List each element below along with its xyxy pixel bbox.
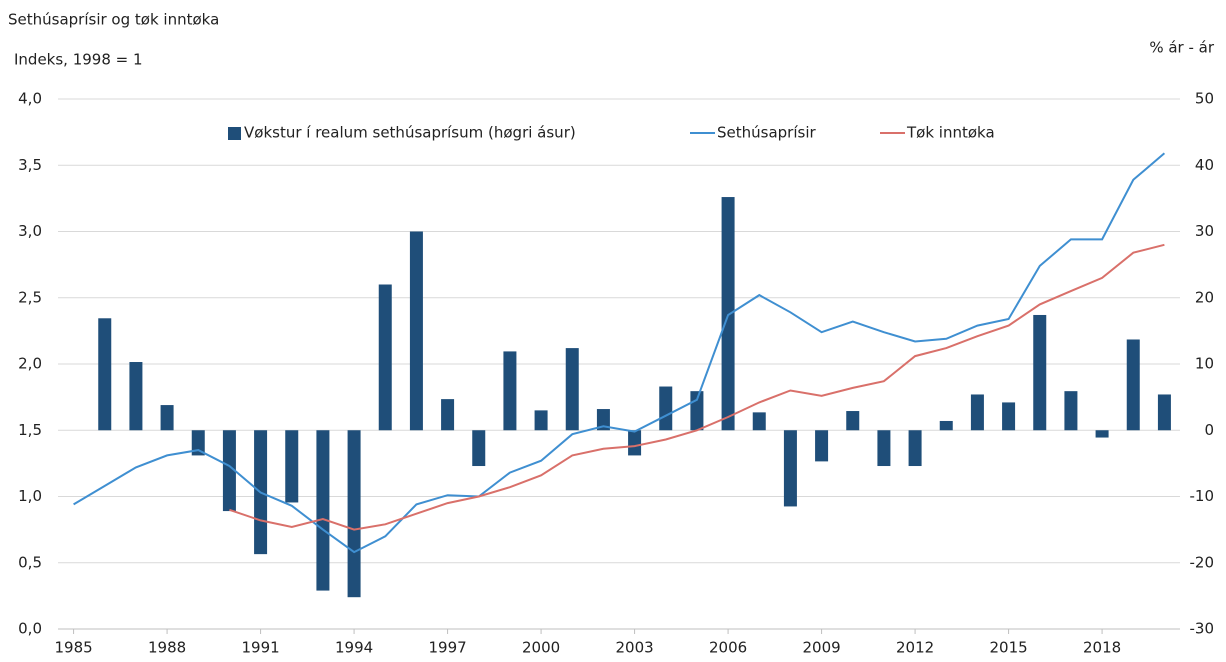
x-tick-label: 1988: [148, 639, 186, 657]
bar: [222, 430, 236, 512]
bar: [129, 362, 143, 431]
x-tick-label: 2018: [1083, 639, 1121, 657]
bar: [98, 318, 112, 431]
x-tick-label: 1985: [54, 639, 92, 657]
bar: [970, 394, 984, 431]
y2-tick-label: 30: [1195, 222, 1214, 240]
bar: [1064, 391, 1078, 431]
bar: [503, 351, 517, 431]
y-tick-label: 0,5: [18, 553, 42, 571]
y2-axis-label: % ár - ár: [1149, 39, 1215, 57]
x-tick-label: 2012: [896, 639, 934, 657]
x-tick-label: 1997: [428, 639, 466, 657]
line: [229, 243, 1165, 531]
y-tick-label: 4,0: [18, 90, 42, 108]
bar: [939, 420, 953, 431]
bar: [378, 284, 392, 431]
x-tick-label: 2006: [709, 639, 747, 657]
bar: [1126, 339, 1140, 431]
chart-title: Sethúsaprísir og tøk inntøka: [8, 11, 219, 29]
y-tick-label: 1,0: [18, 487, 42, 505]
y2-tick-label: 40: [1195, 156, 1214, 174]
x-tick-label: 2000: [522, 639, 560, 657]
bar: [441, 399, 455, 431]
y-tick-label: 3,0: [18, 222, 42, 240]
x-tick-label: 2003: [615, 639, 653, 657]
bar: [160, 405, 174, 431]
line: [73, 152, 1166, 554]
bar: [752, 412, 766, 431]
bar: [534, 410, 548, 431]
legend-label: Tøk inntøka: [906, 124, 995, 142]
bar: [1002, 402, 1016, 431]
bar: [409, 231, 423, 431]
bar: [1157, 394, 1171, 431]
bar: [877, 430, 891, 467]
y-tick-label: 0,0: [18, 620, 42, 638]
y2-tick-label: -30: [1190, 620, 1215, 638]
x-tick-label: 1994: [335, 639, 373, 657]
y-tick-label: 2,0: [18, 355, 42, 373]
y2-tick-label: 50: [1195, 90, 1214, 108]
y2-tick-label: -10: [1190, 487, 1215, 505]
x-tick-label: 2015: [989, 639, 1027, 657]
bar: [846, 411, 860, 431]
y2-tick-label: -20: [1190, 553, 1215, 571]
legend-label: Vøkstur í realum sethúsaprísum (høgri ás…: [244, 124, 576, 142]
x-tick-label: 2009: [802, 639, 840, 657]
y2-tick-label: 0: [1204, 421, 1214, 439]
bar: [908, 430, 922, 467]
bar: [347, 430, 361, 598]
bar: [659, 386, 673, 431]
bar: [316, 430, 330, 591]
bar: [285, 430, 299, 503]
bar: [596, 409, 610, 431]
bar: [628, 430, 642, 456]
y2-tick-label: 10: [1195, 355, 1214, 373]
bar: [721, 197, 735, 431]
y-tick-label: 2,5: [18, 288, 42, 306]
bar: [565, 348, 579, 431]
legend-swatch: [228, 127, 241, 140]
bar: [1033, 314, 1047, 431]
bar: [472, 430, 486, 467]
bar: [815, 430, 829, 462]
y-axis-label: Indeks, 1998 = 1: [14, 51, 143, 69]
y2-tick-label: 20: [1195, 288, 1214, 306]
legend-label: Sethúsaprísir: [717, 124, 816, 142]
x-tick-label: 1991: [241, 639, 279, 657]
bar: [783, 430, 797, 507]
bar: [1095, 430, 1109, 438]
y-tick-label: 1,5: [18, 421, 42, 439]
bar: [191, 430, 205, 456]
y-tick-label: 3,5: [18, 156, 42, 174]
